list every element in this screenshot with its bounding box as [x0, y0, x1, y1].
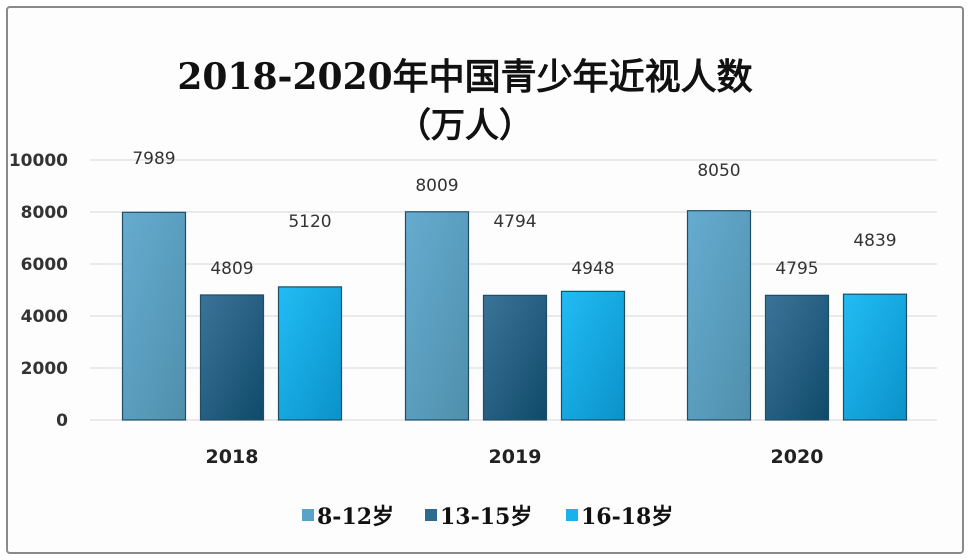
y-tick-label: 6000 — [21, 255, 68, 275]
bar — [404, 211, 470, 421]
x-tick-label: 2020 — [771, 446, 824, 468]
legend-label: 8-12岁 — [317, 504, 394, 530]
bar — [199, 294, 265, 421]
x-tick-label: 2018 — [206, 446, 259, 468]
bar — [764, 294, 830, 421]
data-label: 4809 — [210, 259, 253, 279]
data-label: 8050 — [697, 161, 740, 181]
y-tick-label: 2000 — [21, 359, 68, 379]
y-tick-label: 0 — [56, 411, 68, 431]
legend-swatch — [566, 509, 578, 521]
bar — [560, 290, 626, 421]
bar — [277, 286, 343, 421]
legend-swatch — [302, 509, 314, 521]
y-tick-label: 8000 — [21, 203, 68, 223]
data-label: 7989 — [132, 149, 175, 169]
bar — [686, 210, 752, 421]
bar — [482, 294, 548, 421]
data-label: 4839 — [853, 231, 896, 251]
bar — [121, 211, 187, 421]
data-label: 4794 — [493, 212, 536, 232]
data-label: 4948 — [571, 259, 614, 279]
x-tick-label: 2019 — [489, 446, 542, 468]
y-tick-label: 4000 — [21, 307, 68, 327]
data-label: 8009 — [415, 176, 458, 196]
bar — [842, 293, 908, 421]
legend-label: 16-18岁 — [581, 504, 673, 530]
data-label: 5120 — [288, 212, 331, 232]
legend-label: 13-15岁 — [440, 504, 532, 530]
y-tick-label: 10000 — [9, 151, 68, 171]
chart-title: 2018-2020年中国青少年近视人数 — [177, 56, 753, 98]
data-label: 4795 — [775, 259, 818, 279]
legend-swatch — [425, 509, 437, 521]
chart-subtitle: （万人） — [397, 106, 533, 146]
